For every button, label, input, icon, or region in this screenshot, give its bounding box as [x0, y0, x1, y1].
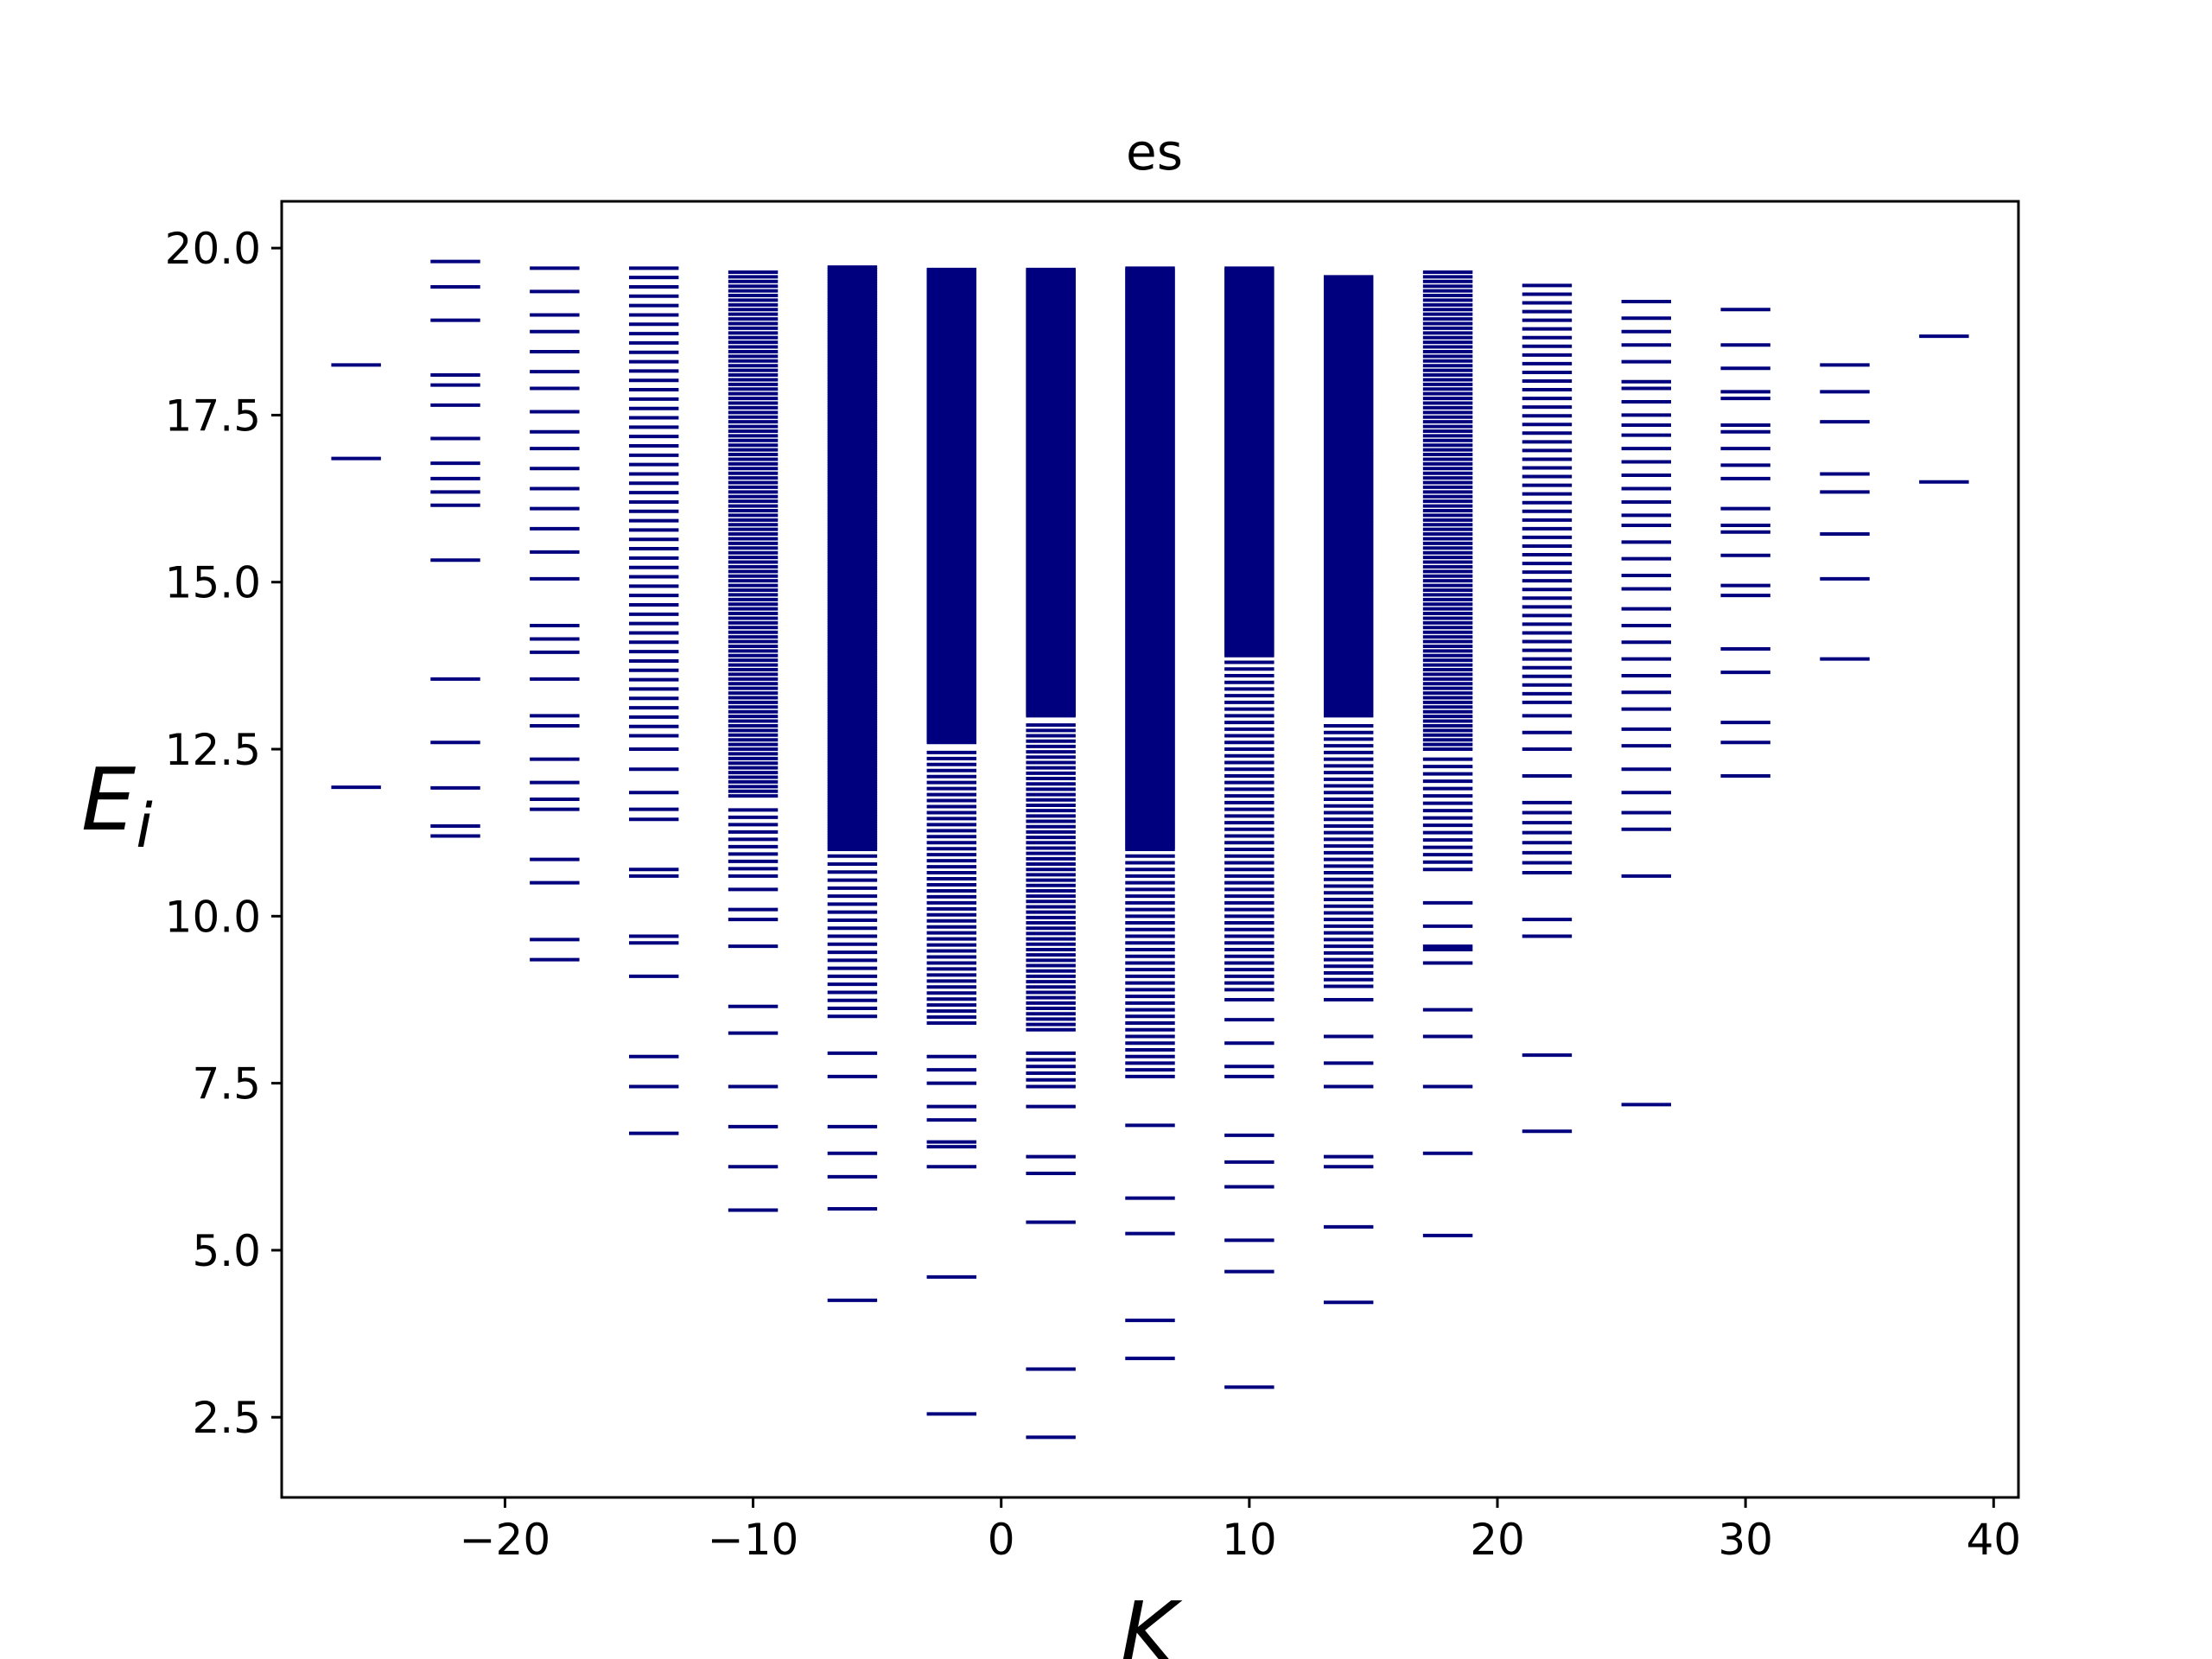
axes-frame [280, 200, 2020, 1499]
y-tick-label: 15.0 [165, 558, 261, 608]
level-column [1522, 283, 1573, 1134]
level-column [1820, 363, 1870, 661]
x-axis: −20 −10 0 10 20 30 40 [460, 1497, 2021, 1565]
level-column [827, 265, 878, 1302]
plot-area [331, 259, 1969, 1440]
level-column [629, 266, 679, 1135]
level-column [1324, 275, 1374, 1305]
y-tick-label: 17.5 [165, 391, 261, 441]
y-tick-label: 2.5 [192, 1393, 261, 1443]
level-column [530, 266, 580, 962]
chart-title: es [1126, 123, 1183, 181]
level-column [1125, 266, 1175, 1361]
y-axis-label: Ei [81, 749, 153, 861]
y-tick-label: 7.5 [192, 1059, 261, 1109]
x-tick-label: 10 [1222, 1515, 1277, 1565]
level-column [926, 267, 976, 1416]
x-axis-label: K [1120, 1583, 1183, 1659]
x-tick-label: −10 [708, 1515, 799, 1565]
level-column [1621, 299, 1671, 1107]
level-column [728, 270, 779, 1212]
level-column [430, 259, 480, 838]
level-column [331, 363, 381, 790]
x-tick-label: 20 [1470, 1515, 1525, 1565]
level-column [1224, 266, 1274, 1389]
level-column [1919, 334, 1969, 484]
x-tick-label: −20 [460, 1515, 551, 1565]
y-tick-label: 12.5 [165, 725, 261, 775]
y-axis: 2.5 5.0 7.5 10.0 12.5 15.0 17.5 20.0 [165, 224, 282, 1443]
y-tick-label: 10.0 [165, 892, 261, 942]
level-column [1422, 270, 1473, 1237]
y-tick-label: 20.0 [165, 224, 261, 274]
x-tick-label: 30 [1718, 1515, 1773, 1565]
y-tick-label: 5.0 [192, 1226, 261, 1276]
x-tick-label: 40 [1966, 1515, 2021, 1565]
x-tick-label: 0 [988, 1515, 1015, 1565]
level-column [1720, 308, 1770, 778]
level-column [1026, 267, 1076, 1440]
